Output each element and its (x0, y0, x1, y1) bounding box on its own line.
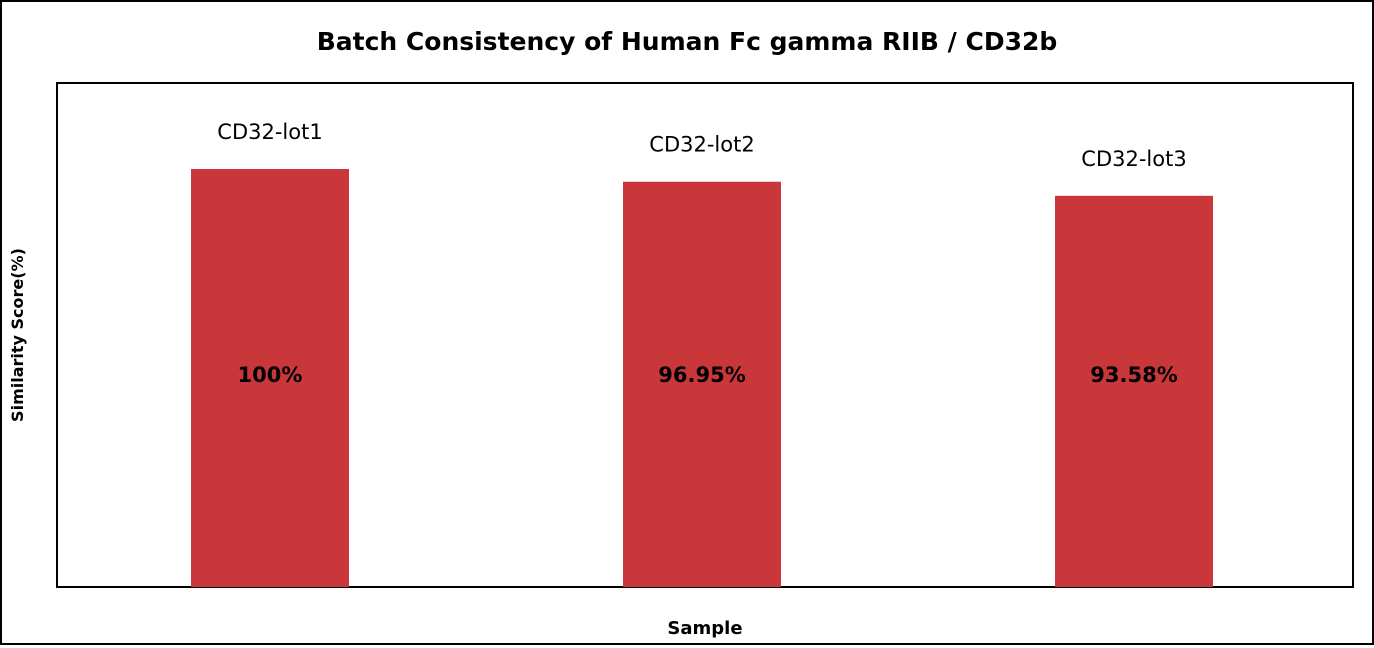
chart-title: Batch Consistency of Human Fc gamma RIIB… (317, 27, 1058, 56)
bar-series (191, 169, 1213, 587)
category-label: CD32-lot1 (217, 120, 322, 144)
y-axis-label: Similarity Score(%) (8, 248, 27, 422)
category-label: CD32-lot2 (649, 133, 754, 157)
category-labels: CD32-lot1 CD32-lot2 CD32-lot3 (217, 120, 1186, 171)
data-label: 100% (238, 363, 303, 387)
category-label: CD32-lot3 (1081, 147, 1186, 171)
data-labels: 100% 96.95% 93.58% (238, 363, 1178, 387)
bar-cd32-lot3 (1055, 195, 1213, 587)
data-label: 93.58% (1090, 363, 1177, 387)
x-axis-label: Sample (667, 618, 742, 639)
bar-cd32-lot1 (191, 169, 349, 587)
bar-cd32-lot2 (623, 181, 781, 587)
data-label: 96.95% (658, 363, 745, 387)
